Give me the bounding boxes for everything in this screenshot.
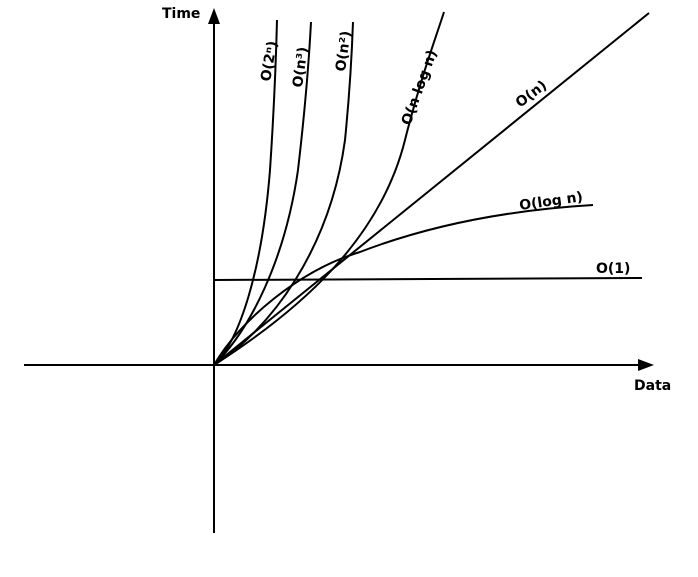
- curve-const: [213, 277, 643, 281]
- label-nlogn: O(n log n): [399, 48, 441, 128]
- label-const: O(1): [596, 261, 630, 277]
- curve-nlogn: [213, 11, 445, 366]
- label-log: O(log n): [518, 189, 584, 214]
- curve-quad: [213, 21, 354, 366]
- label-exp: O(2ⁿ): [258, 40, 281, 83]
- x-axis-label: Data: [634, 378, 671, 394]
- label-quad: O(n²): [333, 30, 355, 73]
- x-axis-arrow-icon: [638, 359, 654, 371]
- curve-log: [213, 204, 594, 366]
- label-cubic: O(n³): [290, 46, 312, 89]
- curve-linear: [213, 12, 650, 366]
- y-axis-label: Time: [162, 6, 200, 22]
- label-linear: O(n): [513, 78, 550, 112]
- curve-exp: [213, 19, 278, 366]
- y-axis-arrow-icon: [208, 8, 220, 24]
